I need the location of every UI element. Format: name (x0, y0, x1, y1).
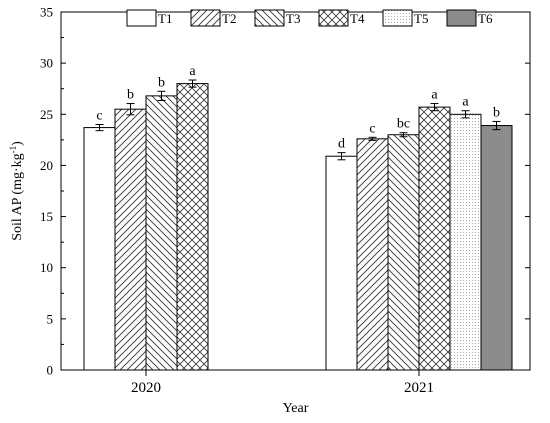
bar-t1-2020 (83, 127, 116, 371)
significance-letter: a (462, 95, 469, 110)
legend-label-t5: T5 (414, 11, 428, 26)
x-axis-title: Year (283, 401, 309, 416)
x-category-label: 2021 (404, 380, 434, 396)
significance-letter: d (338, 137, 345, 152)
bar-t5-2021 (449, 113, 482, 371)
y-tick-label: 20 (40, 158, 53, 173)
bar-t4-2021 (418, 106, 451, 371)
bar-t2-2020 (114, 108, 147, 371)
legend-swatch-t5 (382, 9, 413, 27)
legend-label-t6: T6 (478, 11, 493, 26)
bar-t2-2021 (356, 138, 389, 371)
y-axis: 0 5 10 15 20 25 30 35 (40, 5, 530, 378)
y-tick-label: 10 (40, 260, 53, 275)
y-tick-label: 30 (40, 56, 53, 71)
legend: T1 T2 T3 T4 T5 T6 (126, 9, 493, 27)
significance-letter: bc (397, 117, 410, 132)
bars-group: c b b a d c bc a a b (83, 64, 513, 371)
bar-t6-2021 (480, 125, 513, 371)
legend-label-t1: T1 (158, 11, 172, 26)
y-axis-title-close: ) (10, 141, 25, 146)
y-tick-label: 5 (47, 311, 54, 326)
significance-letter: c (96, 109, 102, 124)
y-axis-title: Soil AP (mg·kg-1) (8, 141, 25, 241)
bar-t1-2021 (325, 155, 358, 371)
x-category-label: 2020 (131, 380, 161, 396)
significance-letter: a (431, 88, 438, 103)
legend-swatch-t2 (190, 9, 221, 27)
legend-label-t2: T2 (222, 11, 236, 26)
legend-swatch-t6 (446, 9, 477, 27)
y-axis-title-main: Soil AP (mg·kg (10, 153, 25, 240)
y-tick-label: 25 (40, 107, 53, 122)
bar-t3-2020 (145, 95, 178, 371)
y-tick-label: 35 (40, 5, 53, 20)
bar-t4-2020 (176, 83, 209, 371)
legend-swatch-t1 (126, 9, 157, 27)
y-tick-label: 0 (47, 363, 54, 378)
significance-letter: b (127, 88, 134, 103)
significance-letter: b (158, 75, 165, 90)
bar-t3-2021 (387, 134, 420, 371)
legend-label-t4: T4 (350, 11, 365, 26)
significance-letter: c (369, 121, 375, 136)
significance-letter: a (189, 64, 196, 79)
legend-swatch-t4 (318, 9, 349, 27)
x-axis: 2020 2021 (131, 370, 434, 396)
significance-letter: b (493, 105, 500, 120)
y-axis-title-sup: -1 (8, 146, 18, 154)
legend-swatch-t3 (254, 9, 285, 27)
y-tick-label: 15 (40, 209, 53, 224)
legend-label-t3: T3 (286, 11, 300, 26)
